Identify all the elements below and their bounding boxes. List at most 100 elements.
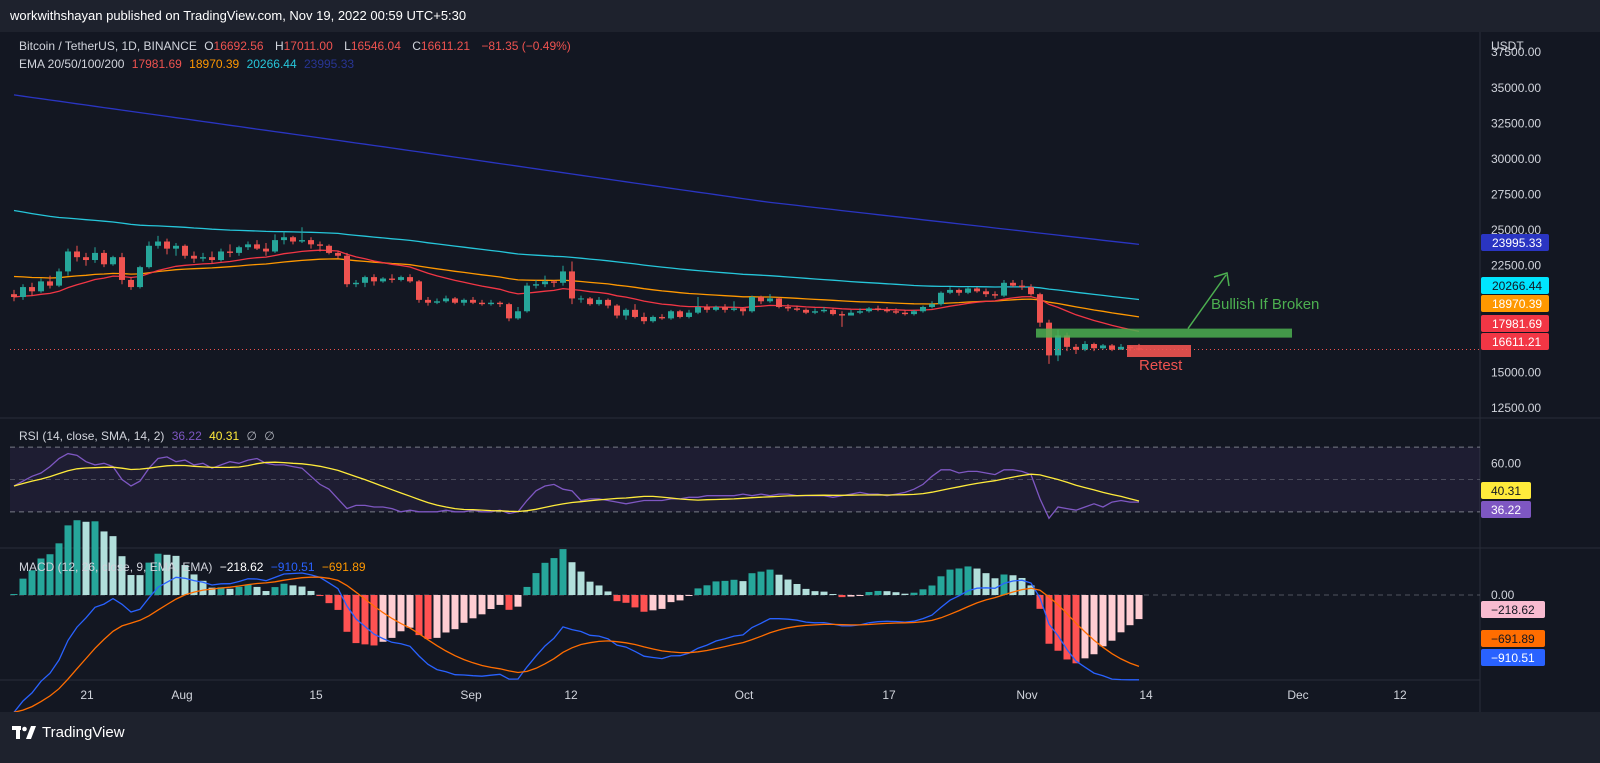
- candle-body: [488, 302, 494, 305]
- rsi-tick: 60.00: [1491, 456, 1521, 470]
- price-legend: Bitcoin / TetherUS, 1D, BINANCE O16692.5…: [19, 39, 575, 53]
- ema50-line: [13, 258, 1140, 318]
- macd-histogram-bar: [667, 595, 675, 603]
- macd-histogram-bar: [883, 591, 891, 595]
- price-tick: 27500.00: [1491, 188, 1541, 202]
- price-tick: 12500.00: [1491, 401, 1541, 415]
- candle-body: [110, 257, 116, 265]
- macd-histogram-bar: [721, 580, 729, 595]
- macd-label-text: −218.62: [1491, 603, 1535, 617]
- published-header: workwithshayan published on TradingView.…: [0, 0, 1600, 32]
- candle-body: [1010, 282, 1016, 286]
- candle-body: [506, 304, 512, 319]
- candle-body: [938, 292, 944, 305]
- macd-histogram-bar: [163, 554, 171, 595]
- candle-body: [740, 308, 746, 312]
- macd-histogram-bar: [361, 595, 369, 645]
- macd-histogram-bar: [784, 579, 792, 595]
- candle-body: [119, 257, 125, 280]
- price-label-box: [1481, 315, 1549, 332]
- candle-body: [362, 277, 368, 283]
- macd-histogram-bar: [622, 595, 630, 603]
- macd-histogram-bar: [1009, 575, 1017, 595]
- macd-histogram-bar: [658, 595, 666, 609]
- macd-histogram-bar: [325, 595, 333, 604]
- candle-body: [425, 299, 431, 303]
- macd-histogram-bar: [496, 595, 504, 605]
- macd-histogram-bar: [1018, 577, 1026, 595]
- macd-histogram-bar: [1072, 595, 1080, 664]
- ema50-value: 18970.39: [189, 57, 240, 71]
- candle-body: [308, 240, 314, 245]
- change-label: −81.35 (−0.49%): [481, 39, 571, 53]
- candle-body: [587, 298, 593, 305]
- time-tick: 17: [882, 688, 896, 702]
- bullish-zone: [1036, 328, 1292, 338]
- macd-histogram-bar: [559, 549, 567, 595]
- candle-body: [767, 298, 773, 302]
- macd-histogram-bar: [388, 595, 396, 638]
- ema200-line: [13, 94, 1140, 246]
- macd-histogram-bar: [523, 586, 531, 595]
- macd-signal-value: −691.89: [321, 560, 366, 574]
- candle-body: [578, 298, 584, 300]
- ema100-line: [13, 209, 1140, 301]
- macd-histogram-bar: [343, 595, 351, 632]
- candle-body: [947, 289, 953, 293]
- macd-histogram-bar: [1081, 595, 1089, 659]
- candle-body: [749, 297, 755, 312]
- price-axis-unit: USDT: [1491, 39, 1524, 53]
- candle-body: [677, 311, 683, 317]
- candle-body: [479, 302, 485, 305]
- macd-histogram-bar: [910, 592, 918, 595]
- candle-body: [821, 309, 827, 312]
- macd-histogram-bar: [640, 595, 648, 612]
- candle-body: [371, 277, 377, 282]
- candle-body: [1082, 343, 1088, 350]
- candle-body: [704, 306, 710, 310]
- price-label-box: [1481, 277, 1549, 294]
- candle-body: [317, 244, 323, 246]
- candle-body: [776, 298, 782, 307]
- macd-histogram-bar: [775, 574, 783, 595]
- retest-box: [1127, 345, 1191, 357]
- price-tick: 22500.00: [1491, 259, 1541, 273]
- macd-histogram-bar: [892, 592, 900, 595]
- macd-histogram-bar: [334, 595, 342, 610]
- macd-histogram-bar: [955, 568, 963, 595]
- candle-body: [47, 281, 53, 286]
- candle-body: [281, 237, 287, 241]
- candle-body: [533, 284, 539, 286]
- ema100-value: 20266.44: [246, 57, 297, 71]
- rsi-na-1: ∅: [246, 429, 257, 443]
- candle-body: [101, 252, 107, 265]
- ema20-line: [13, 249, 1140, 333]
- rsi-ma-line: [13, 461, 1140, 513]
- macd-histogram-bar: [55, 543, 63, 595]
- macd-histogram-bar: [379, 595, 387, 642]
- macd-histogram-bar: [811, 591, 819, 595]
- price-tick: 32500.00: [1491, 116, 1541, 130]
- candle-body: [1109, 345, 1115, 350]
- macd-histogram-bar: [190, 574, 198, 595]
- candle-body: [758, 297, 764, 302]
- candle-body: [686, 312, 692, 317]
- macd-histogram-bar: [1054, 595, 1062, 651]
- price-label-box: [1481, 333, 1549, 350]
- macd-histogram-bar: [406, 595, 414, 628]
- macd-histogram-bar: [424, 595, 432, 640]
- candle-body: [29, 287, 35, 292]
- time-tick: Aug: [171, 688, 192, 702]
- macd-histogram-bar: [271, 587, 279, 595]
- candle-body: [893, 311, 899, 313]
- bullish-arrowhead: [1213, 272, 1230, 287]
- candle-body: [920, 306, 926, 312]
- macd-histogram-bar: [1108, 595, 1116, 641]
- tradingview-logo[interactable]: TradingView: [12, 724, 125, 741]
- candle-body: [650, 316, 656, 322]
- candle-body: [200, 257, 206, 259]
- candle-body: [614, 305, 620, 316]
- rsi-value: 36.22: [171, 429, 202, 443]
- macd-histogram-bar: [568, 562, 576, 595]
